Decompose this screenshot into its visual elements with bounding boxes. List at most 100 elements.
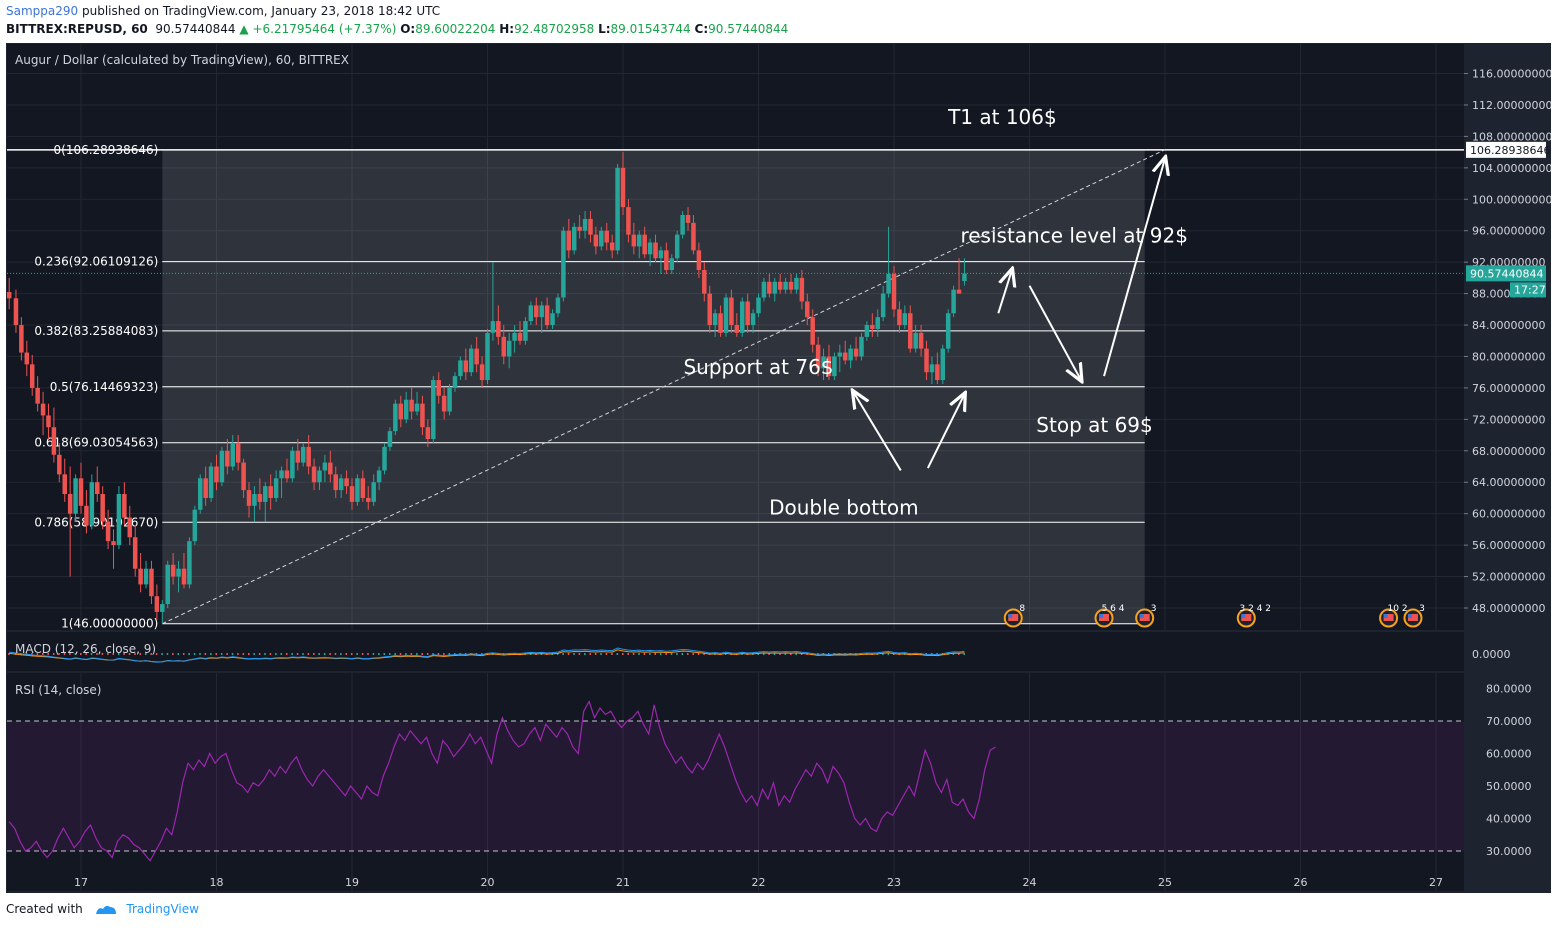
candle (512, 332, 517, 341)
macd-histogram-bar (69, 653, 71, 655)
annotation-text: Support at 76$ (683, 355, 833, 379)
candle (566, 230, 572, 251)
macd-histogram-bar (963, 653, 965, 655)
candle (46, 415, 51, 428)
candle (523, 321, 528, 341)
candle (908, 313, 913, 349)
candle (750, 313, 756, 326)
annotation-text: resistance level at 92$ (960, 224, 1187, 248)
tradingview-link[interactable]: TradingView (126, 902, 199, 916)
candle (712, 313, 718, 326)
annotation-text: Stop at 69$ (1036, 413, 1152, 437)
candle (132, 537, 138, 569)
candle (425, 427, 431, 440)
candle (609, 242, 615, 251)
macd-histogram-bar (437, 653, 440, 655)
candle (658, 250, 664, 259)
author-link[interactable]: Samppa290 (6, 4, 79, 18)
us-flag-icon (1008, 614, 1019, 621)
macd-histogram-bar (117, 653, 120, 655)
macd-histogram-bar (36, 653, 39, 655)
candle (468, 348, 474, 373)
candle (702, 270, 707, 294)
candle (853, 348, 859, 357)
candle (805, 301, 810, 318)
candle (197, 478, 203, 510)
candle (637, 234, 642, 247)
candle (696, 250, 702, 271)
macd-histogram-bar (779, 653, 781, 655)
candle (29, 364, 35, 388)
us-flag-icon (1241, 614, 1246, 618)
candle (192, 509, 198, 542)
macd-histogram-bar (378, 653, 380, 655)
candle (317, 470, 322, 483)
macd-histogram-bar (275, 653, 277, 655)
candle (111, 541, 116, 546)
candle (165, 564, 170, 605)
candle (463, 360, 469, 373)
fib-level-label: 0.236(92.06109126) (34, 255, 158, 269)
macd-histogram-bar (334, 653, 337, 655)
macd-histogram-bar (226, 653, 228, 655)
candle (929, 364, 935, 373)
us-flag-icon (1383, 614, 1394, 621)
time-axis-label: 26 (1294, 876, 1308, 889)
macd-histogram-bar (594, 653, 597, 655)
candle (674, 234, 680, 259)
price-axis-label: 64.00000000 (1472, 476, 1545, 489)
macd-histogram-bar (757, 653, 759, 655)
macd-pane[interactable] (7, 632, 1464, 671)
macd-histogram-bar (47, 653, 49, 655)
candle (859, 336, 864, 357)
time-axis-label: 22 (752, 876, 766, 889)
macd-histogram-bar (795, 653, 797, 655)
candle (246, 490, 252, 506)
candle (767, 281, 772, 294)
macd-histogram-bar (616, 653, 619, 655)
macd-histogram-bar (643, 653, 646, 655)
macd-histogram-bar (399, 653, 402, 655)
us-flag-icon (1241, 614, 1252, 621)
macd-histogram-bar (42, 653, 44, 655)
macd-histogram-bar (313, 653, 315, 655)
symbol-change: ▲ +6.21795464 (+7.37%) (239, 22, 397, 36)
candle (51, 427, 57, 455)
annotation-arrow (926, 394, 965, 469)
candle (290, 450, 295, 479)
rsi-pane[interactable]: 80.0000 70.0000 60.0000 50.0000 40.0000 30.00… (7, 673, 1532, 891)
macd-histogram-bar (128, 653, 131, 655)
macd-histogram-bar (936, 653, 938, 655)
time-axis-label: 23 (887, 876, 901, 889)
price-axis-label: 48.00000000 (1472, 602, 1545, 615)
macd-histogram-bar (578, 653, 581, 655)
macd-histogram-bar (665, 653, 667, 655)
macd-histogram-bar (329, 653, 331, 655)
time-axis-label: 21 (616, 876, 630, 889)
candle (788, 281, 794, 290)
candle (479, 364, 485, 381)
ohlc-l-label: L: (598, 22, 611, 36)
macd-histogram-bar (248, 653, 250, 655)
candle (490, 321, 496, 333)
candle (100, 494, 105, 522)
macd-histogram-bar (790, 653, 792, 655)
macd-histogram-bar (63, 653, 66, 655)
rsi-pane-bg (7, 673, 1464, 891)
macd-pane-bg (7, 632, 1464, 671)
candle (485, 332, 490, 381)
candle (729, 297, 734, 326)
candle (739, 301, 745, 333)
candle (306, 446, 311, 467)
macd-histogram-bar (253, 653, 255, 655)
chart-title: Augur / Dollar (calculated by TradingVie… (15, 53, 349, 67)
rsi-line (8, 700, 996, 862)
main-price-pane[interactable]: 0(106.28938646) 0.236(92.06109126) 0.382(8… (6, 44, 1551, 631)
macd-histogram-bar (605, 653, 608, 655)
created-with-text: Created with (6, 902, 83, 916)
candle (474, 348, 479, 365)
chart-canvas[interactable]: 0(106.28938646) 0.236(92.06109126) 0.382(8… (6, 43, 1551, 893)
fib-price-tag-label: 106.28938646 (1470, 144, 1550, 157)
macd-histogram-bar (426, 653, 429, 655)
price-axis-label: 80.00000000 (1472, 350, 1545, 363)
